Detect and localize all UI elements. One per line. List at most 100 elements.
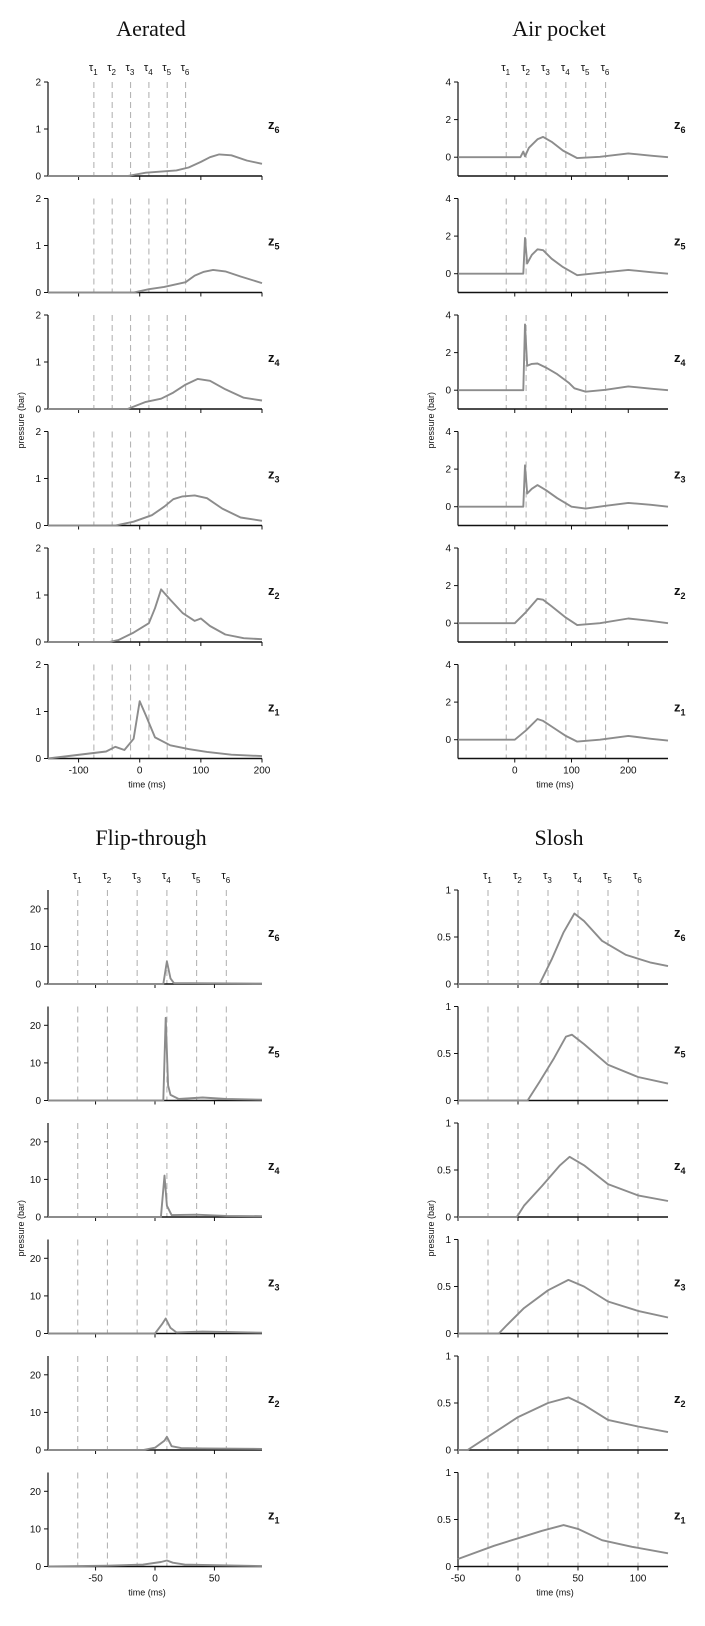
series-line-z3: [458, 1278, 669, 1335]
row-label-z2: z2: [268, 583, 280, 601]
x-tick-label: -100: [69, 766, 89, 777]
y-tick-label: 0: [35, 1446, 41, 1457]
x-tick-label: 200: [620, 766, 637, 777]
x-tick-label: 0: [512, 766, 518, 777]
y-tick-label: 20: [30, 1137, 42, 1148]
tau-label-1: τ1: [483, 870, 492, 885]
y-tick-label: 10: [30, 1058, 42, 1069]
row-label-z5: z5: [674, 234, 686, 252]
x-tick-label: 50: [209, 1574, 221, 1585]
series-line-z1: [47, 1559, 263, 1568]
subplot-z3: 0 0.5 1 z3: [437, 1235, 685, 1340]
y-tick-label: 20: [30, 1021, 42, 1032]
y-tick-label: 0: [35, 1213, 41, 1224]
row-label-z3: z3: [674, 467, 686, 485]
y-tick-label: 1: [445, 1002, 451, 1013]
tau-label-2: τ2: [107, 62, 116, 77]
x-tick-label: -50: [451, 1574, 466, 1585]
y-tick-label: 0: [445, 386, 451, 397]
y-tick-label: 0: [445, 502, 451, 513]
y-tick-label: 1: [445, 1119, 451, 1130]
row-label-z3: z3: [268, 467, 280, 485]
y-tick-label: 2: [35, 311, 41, 322]
y-tick-label: 10: [30, 1524, 42, 1535]
subplot-z6: 0 0.5 1 z6: [437, 886, 685, 991]
y-tick-label: 2: [35, 544, 41, 555]
x-tick-label: 100: [193, 766, 210, 777]
x-tick-label: 0: [515, 1574, 521, 1585]
y-tick-label: 2: [445, 115, 451, 126]
y-axis-title: pressure (bar): [426, 1200, 436, 1257]
x-tick-label: 100: [563, 766, 580, 777]
y-tick-label: 1: [35, 125, 41, 136]
y-tick-label: 1: [35, 241, 41, 252]
row-label-z4: z4: [674, 1158, 686, 1176]
tau-label-1: τ1: [501, 62, 510, 77]
y-axis-title: pressure (bar): [426, 392, 436, 449]
tau-label-4: τ4: [162, 870, 171, 885]
y-tick-label: 0.5: [437, 1399, 451, 1410]
series-line-z4: [458, 323, 669, 393]
row-label-z2: z2: [268, 1391, 280, 1409]
series-line-z4: [48, 377, 263, 410]
x-tick-label: 200: [254, 766, 271, 777]
series-line-z5: [48, 268, 263, 294]
subplot-z5: 0 2 4 z5: [445, 194, 686, 297]
y-tick-label: 0: [35, 172, 41, 183]
tau-label-6: τ6: [181, 62, 190, 77]
x-axis-title: time (ms): [128, 1588, 166, 1598]
series-line-z6: [458, 135, 669, 160]
subplot-z5: 0 1 2 z5: [35, 194, 279, 299]
subplot-z6: 0 1 2 z6: [35, 78, 279, 183]
subplot-z4: 0 2 4 z4: [445, 311, 686, 413]
subplot-z4: 0 1 2 z4: [35, 311, 279, 416]
y-tick-label: 0: [445, 619, 451, 630]
y-tick-label: 1: [35, 707, 41, 718]
series-line-z3: [48, 494, 263, 527]
series-line-z3: [458, 464, 669, 510]
y-tick-label: 2: [445, 465, 451, 476]
y-tick-label: 0: [445, 1096, 451, 1107]
tau-label-2: τ2: [513, 870, 522, 885]
subplot-z4: 0 0.5 1 z4: [437, 1119, 685, 1224]
tau-label-6: τ6: [633, 870, 642, 885]
subplot-z3: 0 10 20 z3: [30, 1239, 280, 1340]
y-tick-label: 20: [30, 904, 42, 915]
row-label-z2: z2: [674, 583, 686, 601]
subplot-z1: 0 2 4 z1: [445, 660, 686, 763]
y-tick-label: 1: [35, 591, 41, 602]
y-tick-label: 0: [35, 980, 41, 991]
x-axis-title: time (ms): [536, 780, 574, 790]
row-label-z4: z4: [674, 350, 686, 368]
chart-title: Aerated: [116, 16, 186, 41]
y-tick-label: 0: [445, 1562, 451, 1573]
subplot-z5: 0 10 20 z5: [30, 1006, 280, 1107]
chart-panel-flip-through: Flip-through τ1 τ2 τ3 τ4 τ5 τ6 0 10 20 z6 0 10 20 z5 0 1…: [16, 825, 280, 1598]
series-line-z3: [48, 1317, 263, 1335]
row-label-z1: z1: [674, 700, 686, 718]
tau-label-1: τ1: [73, 870, 82, 885]
subplot-z1: 0 0.5 1 z1: [437, 1468, 685, 1573]
row-label-z5: z5: [268, 234, 280, 252]
y-tick-label: 0: [445, 980, 451, 991]
tau-label-5: τ5: [192, 870, 201, 885]
tau-label-6: τ6: [601, 62, 610, 77]
y-tick-label: 2: [445, 698, 451, 709]
y-tick-label: 20: [30, 1487, 42, 1498]
y-tick-label: 2: [445, 581, 451, 592]
y-tick-label: 10: [30, 942, 42, 953]
chart-title: Slosh: [535, 825, 584, 850]
row-label-z1: z1: [268, 1508, 280, 1526]
series-line-z5: [458, 1033, 669, 1102]
series-line-z1: [47, 700, 263, 760]
y-tick-label: 0.5: [437, 1282, 451, 1293]
y-tick-label: 4: [445, 194, 451, 205]
tau-label-3: τ3: [132, 870, 141, 885]
y-tick-label: 10: [30, 1291, 42, 1302]
y-tick-label: 0: [35, 288, 41, 299]
y-tick-label: 1: [445, 1235, 451, 1246]
series-line-z4: [48, 1174, 263, 1218]
y-tick-label: 2: [445, 348, 451, 359]
